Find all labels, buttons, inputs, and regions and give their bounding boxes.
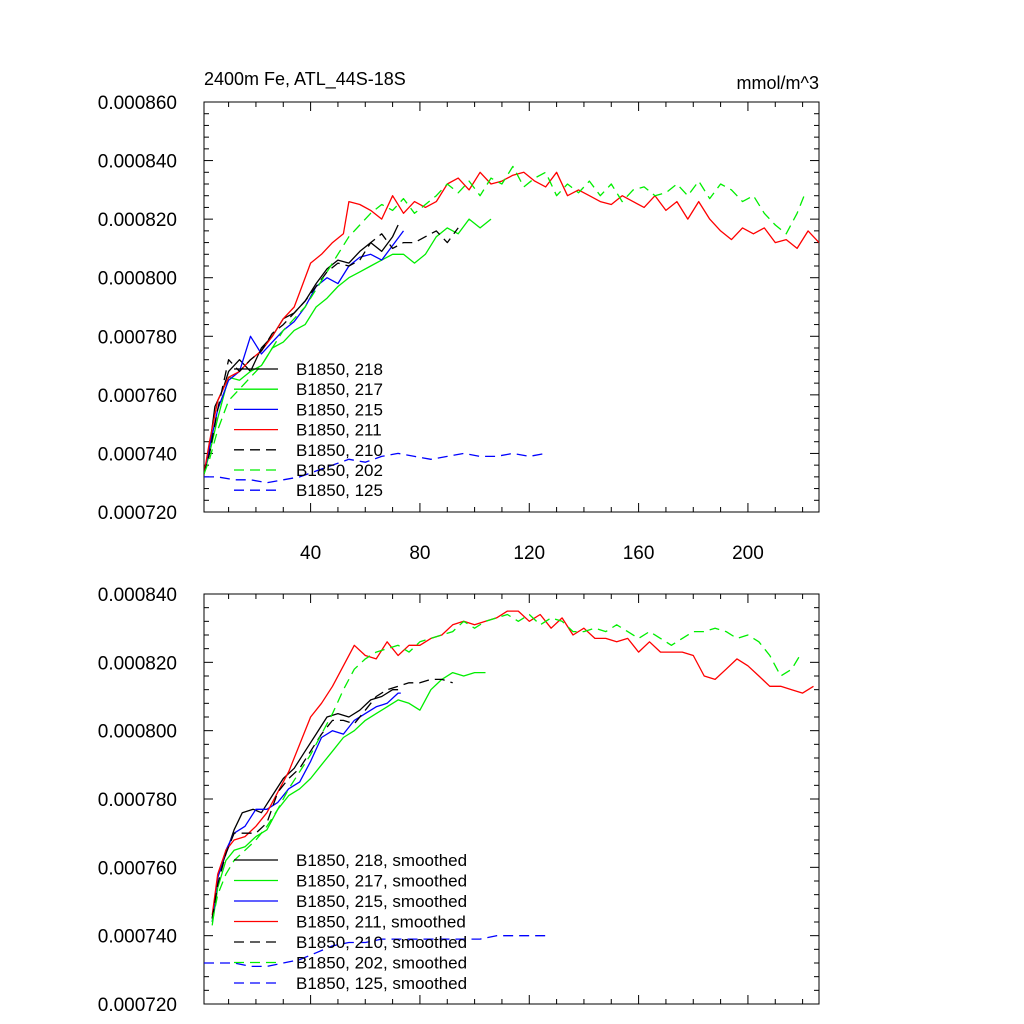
series-line-3: [211, 610, 814, 916]
plot-frame: [203, 101, 820, 513]
series-line-4: [211, 678, 453, 919]
legend-label-5: B1850, 202: [296, 461, 383, 480]
series-line-2: [211, 692, 401, 923]
y-tick-label: 0.000800: [98, 722, 177, 743]
y-tick-label: 0.000760: [98, 386, 177, 407]
y-tick-label: 0.000820: [98, 210, 177, 231]
bottom-panel: 0.000720 0.000740 0.000760 0.000780 0.000800…: [98, 585, 820, 1016]
legend-label-6: B1850, 125, smoothed: [296, 974, 467, 993]
x-tick-label: 200: [732, 543, 764, 564]
legend-label-4: B1850, 210: [296, 441, 383, 460]
series-line-6: [204, 935, 546, 968]
series-line-4: [204, 227, 459, 475]
x-tick-label: 80: [409, 543, 430, 564]
series-line-2: [204, 230, 405, 475]
series-line-3: [204, 171, 819, 475]
y-tick-label: 0.000860: [98, 93, 177, 114]
y-tick-label: 0.000720: [98, 995, 177, 1016]
top-panel-title: 2400m Fe, ATL_44S-18S: [204, 69, 406, 90]
x-tick-label: 40: [300, 543, 321, 564]
legend-label-2: B1850, 215, smoothed: [296, 892, 467, 911]
legend-label-3: B1850, 211: [296, 421, 382, 440]
legend-label-0: B1850, 218: [296, 360, 383, 379]
series-line-1: [211, 671, 486, 926]
series-line-5: [204, 165, 806, 475]
x-tick-label: 120: [513, 543, 545, 564]
series-line-0: [211, 689, 399, 919]
legend-label-2: B1850, 215: [296, 400, 383, 419]
series-line-5: [211, 613, 801, 923]
y-tick-label: 0.000740: [98, 444, 177, 465]
legend-label-0: B1850, 218, smoothed: [296, 851, 467, 870]
legend-label-4: B1850, 210, smoothed: [296, 933, 467, 952]
y-tick-label: 0.000820: [98, 653, 177, 674]
y-tick-label: 0.000780: [98, 790, 177, 811]
y-tick-label: 0.000720: [98, 503, 177, 524]
series-line-1: [204, 218, 492, 475]
legend-label-6: B1850, 125: [296, 481, 383, 500]
legend-label-3: B1850, 211, smoothed: [296, 913, 466, 932]
top-panel: 2400m Fe, ATL_44S-18S mmol/m^3 0.000720 0…: [98, 69, 820, 564]
y-tick-label: 0.000800: [98, 269, 177, 290]
top-panel-units: mmol/m^3: [737, 73, 819, 93]
y-tick-label: 0.000760: [98, 858, 177, 879]
x-tick-label: 160: [623, 543, 655, 564]
y-tick-label: 0.000840: [98, 585, 177, 606]
legend-label-1: B1850, 217, smoothed: [296, 872, 467, 891]
y-tick-label: 0.000840: [98, 152, 177, 173]
legend-label-1: B1850, 217: [296, 380, 383, 399]
y-tick-label: 0.000780: [98, 327, 177, 348]
y-tick-label: 0.000740: [98, 927, 177, 948]
legend-label-5: B1850, 202, smoothed: [296, 954, 467, 973]
series-line-6: [204, 452, 546, 484]
